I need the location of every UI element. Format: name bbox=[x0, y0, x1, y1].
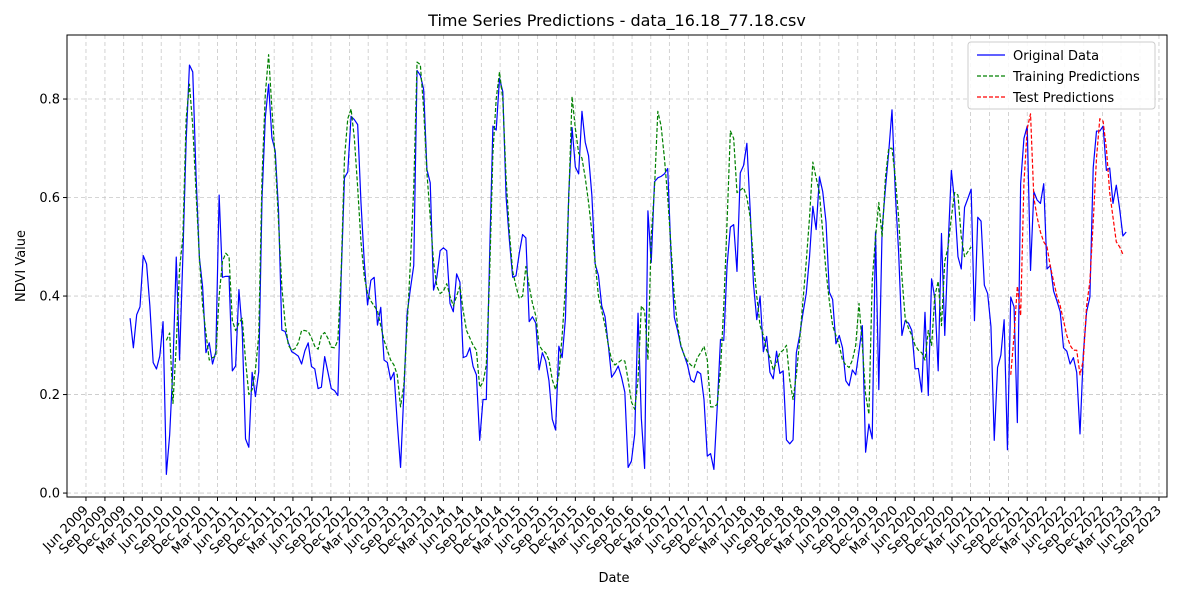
y-tick-label: 0.8 bbox=[39, 93, 60, 108]
legend-box bbox=[967, 41, 1156, 110]
y-tick-label: 0.6 bbox=[39, 191, 60, 206]
grid-layer bbox=[67, 35, 1167, 497]
legend: Original Data Training Predictions Test … bbox=[967, 41, 1156, 110]
y-tick-label: 0.4 bbox=[39, 290, 60, 305]
legend-label-training-predictions: Training Predictions bbox=[1012, 70, 1140, 85]
legend-label-test-predictions: Test Predictions bbox=[1012, 91, 1114, 106]
y-tick-label: 0.2 bbox=[39, 388, 60, 403]
y-tick-label: 0.0 bbox=[39, 487, 60, 502]
original-data-line bbox=[129, 64, 1127, 475]
series-layer bbox=[129, 54, 1127, 475]
training-predictions-line bbox=[165, 54, 972, 415]
y-axis: 0.0 0.2 0.4 0.6 0.8 bbox=[39, 93, 67, 502]
chart-title: Time Series Predictions - data_16.18_77.… bbox=[427, 11, 806, 31]
y-axis-label: NDVI Value bbox=[14, 230, 29, 302]
x-axis-label: Date bbox=[598, 571, 629, 586]
legend-label-original-data: Original Data bbox=[1013, 49, 1099, 64]
test-predictions-line bbox=[1010, 113, 1124, 376]
plot-frame bbox=[66, 34, 1168, 498]
